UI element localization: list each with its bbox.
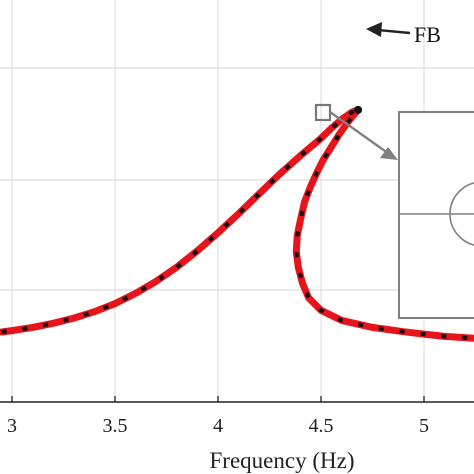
fb-annotation: FB <box>366 22 441 47</box>
x-tick-label-4: 5 <box>419 415 429 437</box>
x-axis-title: Frequency (Hz) <box>210 448 355 473</box>
fb-label: FB <box>414 22 441 47</box>
x-tick-label-0: 3 <box>7 415 17 437</box>
frequency-response-curve <box>0 105 474 342</box>
fb-arrow-shaft <box>377 28 411 35</box>
x-ticks: 3 3.5 4 4.5 5 <box>7 396 429 437</box>
zoom-arrow-shaft <box>329 111 393 157</box>
x-tick-label-2: 4 <box>213 415 223 437</box>
x-tick-label-3: 4.5 <box>309 415 334 437</box>
x-tick-label-1: 3.5 <box>103 415 128 437</box>
fb-arrow-head <box>366 22 382 37</box>
inset-circle <box>449 182 474 246</box>
fb-point <box>354 105 363 114</box>
zoom-arrow-head <box>380 147 398 160</box>
inset-frame <box>398 111 474 319</box>
grid-lines <box>0 0 474 402</box>
zoom-inset <box>314 103 474 319</box>
